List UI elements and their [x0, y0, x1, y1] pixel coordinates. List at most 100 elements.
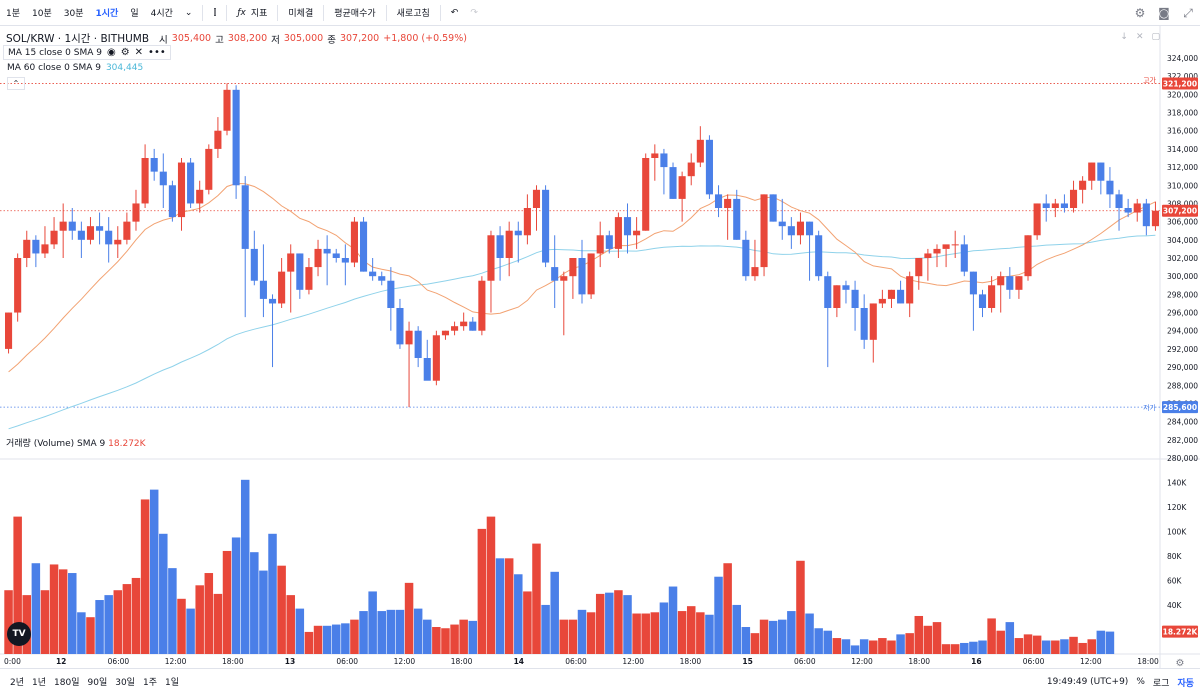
candle	[268, 294, 277, 368]
volume-bar	[896, 634, 905, 654]
log-toggle[interactable]: 로그	[1152, 678, 1170, 689]
fullscreen-button[interactable]: ⤢	[1176, 0, 1200, 26]
candle-body	[1142, 203, 1150, 227]
candle	[159, 153, 167, 208]
range-30d[interactable]: 30일	[115, 678, 135, 688]
volume-bar	[869, 640, 878, 654]
range-2y[interactable]: 2년	[10, 678, 25, 688]
volume-bar	[805, 613, 814, 654]
auto-toggle[interactable]: 자동	[1177, 678, 1194, 689]
clock-time: 19:49:49 (UTC+9)	[1046, 677, 1129, 687]
interval-day[interactable]: 일	[130, 9, 139, 19]
volume-bar	[759, 619, 769, 654]
volume-bar	[741, 627, 751, 654]
screenshot-button[interactable]: ◙	[1152, 0, 1176, 26]
candle-body	[769, 194, 777, 222]
candle	[96, 212, 104, 245]
candle	[523, 194, 531, 245]
volume-bar	[1051, 640, 1060, 654]
volume-tick-label: 140K	[1167, 478, 1187, 487]
price-tick-label: 290,000	[1167, 363, 1198, 372]
indicators-label: 지표	[250, 9, 268, 19]
collapse-legend-button[interactable]: ⌃	[7, 77, 25, 90]
settings-button[interactable]: ⚙	[1128, 0, 1152, 26]
eye-icon[interactable]: ◉	[106, 47, 116, 58]
candle	[988, 276, 996, 313]
time-tick-label: 06:00	[336, 657, 358, 666]
candle-body	[988, 285, 996, 308]
candle	[68, 208, 76, 240]
chart-svg[interactable]: 280,000282,000284,000286,000288,000290,0…	[0, 26, 1200, 669]
candle	[532, 185, 541, 231]
chart-area[interactable]: 280,000282,000284,000286,000288,000290,0…	[0, 26, 1200, 669]
candle-body	[878, 298, 886, 304]
redo-button[interactable]: ↷	[464, 0, 484, 26]
ma60-indicator-row[interactable]: MA 60 close 0 SMA 9 304,445	[3, 60, 147, 75]
volume-bar	[368, 591, 377, 654]
volume-bar	[295, 608, 305, 654]
refresh-button[interactable]: 새로고침	[396, 9, 430, 19]
candle-body	[187, 162, 195, 204]
candle	[833, 285, 841, 318]
candle	[951, 230, 959, 258]
range-1w[interactable]: 1주	[142, 678, 157, 688]
volume-bar	[650, 612, 660, 654]
indicators-button[interactable]: ƒx 지표	[231, 0, 273, 26]
candle-body	[414, 330, 422, 358]
chart-type-button[interactable]: ⫿	[207, 0, 222, 26]
candle	[1097, 162, 1105, 195]
candle	[969, 271, 977, 331]
volume-bar	[77, 612, 86, 654]
candle-body	[114, 239, 122, 245]
time-tick-label: 18:00	[1137, 657, 1159, 666]
candle	[742, 230, 750, 281]
candle-body	[5, 312, 13, 349]
more-icon[interactable]: •••	[148, 47, 166, 58]
tradingview-logo[interactable]: TV	[7, 622, 31, 646]
grid-layer	[0, 26, 1200, 668]
candle	[605, 230, 613, 254]
volume-bar	[95, 600, 104, 654]
volume-bar	[1060, 639, 1069, 654]
candle	[1015, 276, 1023, 299]
volume-bar	[468, 620, 478, 654]
price-tick-label: 300,000	[1167, 272, 1198, 281]
candle-body	[933, 248, 941, 254]
time-tick-label: 06:00	[794, 657, 816, 666]
volume-last-tag-box	[1162, 625, 1198, 638]
volume-bar	[541, 604, 550, 654]
range-1y[interactable]: 1년	[32, 678, 47, 688]
unfilled-orders-button[interactable]: 미체결	[288, 9, 314, 19]
candle	[642, 153, 650, 231]
range-180d[interactable]: 180일	[54, 678, 80, 688]
percent-toggle[interactable]: %	[1136, 677, 1145, 687]
interval-10m[interactable]: 10분	[32, 9, 52, 19]
volume-bar	[595, 593, 605, 654]
undo-button[interactable]: ↶	[445, 0, 465, 26]
volume-bar	[404, 582, 414, 654]
interval-1h[interactable]: 1시간	[95, 9, 119, 19]
volume-bar	[395, 609, 405, 654]
gear-icon[interactable]: ⚙	[120, 47, 130, 58]
arrow-down-icon[interactable]: ↓	[1120, 32, 1128, 42]
interval-30m[interactable]: 30분	[63, 9, 84, 19]
interval-dropdown[interactable]: ⌄	[179, 0, 199, 26]
interval-1m[interactable]: 1분	[6, 9, 21, 19]
volume-bar	[86, 617, 95, 654]
volume-bar	[941, 644, 951, 654]
range-1d[interactable]: 1일	[164, 678, 179, 688]
candle	[806, 221, 814, 281]
close-icon[interactable]: ✕	[1135, 32, 1144, 42]
maximize-icon[interactable]: ▢	[1151, 32, 1160, 42]
avg-price-button[interactable]: 평균매수가	[334, 9, 376, 19]
ma15-indicator-row[interactable]: MA 15 close 0 SMA 9 ◉ ⚙ ✕ •••	[3, 45, 171, 60]
interval-4h[interactable]: 4시간	[150, 9, 173, 19]
volume-tick-label: 80K	[1167, 552, 1183, 561]
candle	[350, 217, 358, 268]
symbol-title[interactable]: SOL/KRW · 1시간 · BITHUMB	[6, 33, 150, 45]
range-90d[interactable]: 90일	[87, 678, 108, 688]
candle-body	[1106, 180, 1114, 195]
close-icon[interactable]: ✕	[134, 47, 144, 58]
candle-body	[623, 217, 632, 236]
candle	[86, 217, 95, 245]
